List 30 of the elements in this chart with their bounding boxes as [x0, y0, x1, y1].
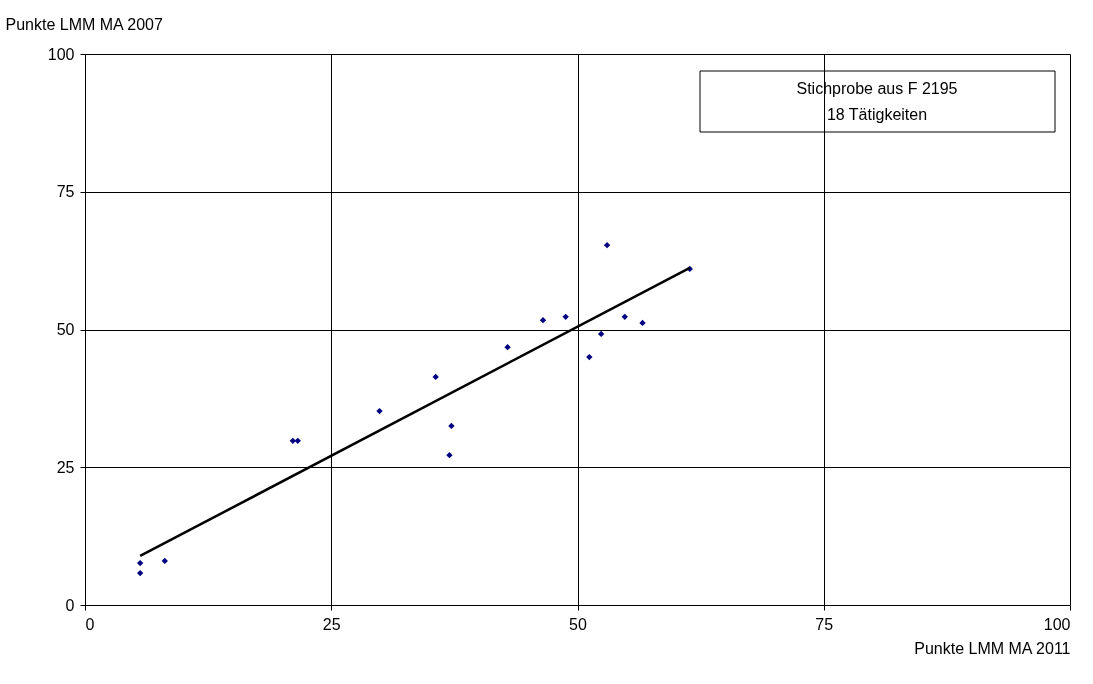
- y-tick-label: 75: [56, 183, 75, 201]
- point: [621, 313, 628, 320]
- annotation: 18 Tätigkeiten: [826, 106, 928, 123]
- point: [137, 559, 144, 567]
- y-axis-title: Punkte LMM MA 2007: [5, 15, 164, 33]
- x-tick-label: 0: [85, 615, 95, 633]
- x-tick-label: 25: [322, 615, 341, 633]
- point: [597, 330, 605, 338]
- point: [639, 319, 646, 327]
- point: [504, 343, 511, 351]
- x-tick-label: 100: [1043, 615, 1071, 633]
- x-axis-title: Punkte LMM MA 2011: [914, 639, 1071, 657]
- point: [448, 422, 455, 430]
- x-tick-label: 50: [569, 615, 587, 633]
- point: [432, 373, 439, 381]
- point: [161, 557, 168, 565]
- point: [539, 316, 547, 324]
- point: [376, 407, 383, 415]
- point: [294, 437, 301, 444]
- point: [562, 313, 569, 320]
- point: [289, 437, 296, 444]
- y-tick-label: 0: [65, 596, 75, 614]
- x-tick-label: 75: [815, 615, 834, 633]
- y-tick-label: 100: [47, 45, 75, 63]
- point: [137, 569, 144, 577]
- y-tick-label: 25: [56, 458, 75, 476]
- y-tick-label: 50: [56, 321, 75, 338]
- point: [446, 451, 453, 459]
- point: [586, 353, 593, 361]
- point: [603, 242, 611, 249]
